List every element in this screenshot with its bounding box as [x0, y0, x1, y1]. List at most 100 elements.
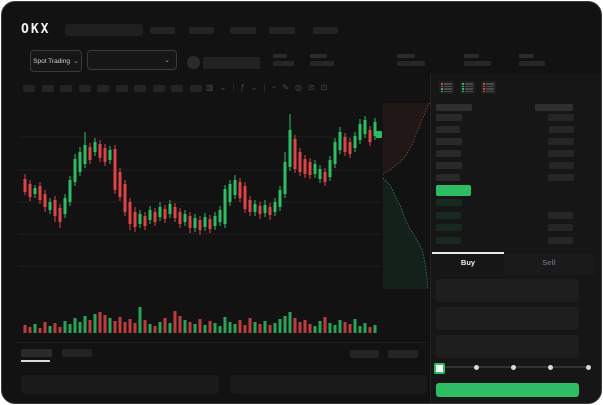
orderbook-bid-row[interactable] — [432, 210, 594, 221]
candle-body — [73, 159, 77, 182]
volume-bar — [103, 315, 107, 333]
bid-amount-placeholder — [548, 211, 573, 219]
orderbook-bids-icon[interactable] — [460, 81, 475, 94]
draw-tool-icon[interactable]: ✎ — [282, 83, 289, 92]
timeframe-button[interactable] — [97, 85, 109, 92]
tab-buy[interactable]: Buy — [460, 258, 476, 267]
fullscreen-icon[interactable]: ⊡ — [320, 83, 328, 92]
ask-price-placeholder — [436, 126, 460, 133]
candle-body — [248, 200, 252, 212]
bottom-tab[interactable] — [62, 349, 92, 357]
bid-price-placeholder — [436, 199, 462, 206]
order-price-input[interactable] — [436, 279, 579, 302]
timeframe-button[interactable] — [60, 85, 72, 92]
slider-step-dot[interactable] — [473, 364, 479, 370]
volume-bar — [278, 319, 282, 333]
candle-body — [168, 204, 172, 214]
buy-submit-button[interactable] — [436, 383, 579, 397]
volume-bar — [63, 321, 67, 333]
candle-body — [213, 216, 217, 226]
depth-chart[interactable] — [380, 98, 432, 293]
timeframe-button[interactable] — [23, 85, 35, 92]
nav-item-placeholder[interactable] — [150, 27, 175, 34]
nav-item-placeholder[interactable] — [269, 27, 295, 34]
timeframe-button[interactable] — [41, 85, 54, 92]
volume-bar — [323, 317, 327, 333]
orderbook-asks-icon[interactable] — [481, 81, 496, 94]
bottom-tab[interactable] — [21, 349, 52, 357]
timeframe-button[interactable] — [134, 85, 146, 92]
candlestick-style-icon[interactable]: ▥ — [206, 83, 214, 92]
ask-amount-placeholder — [548, 138, 574, 145]
orderbook-combined-icon[interactable] — [439, 81, 454, 94]
nav-item-placeholder[interactable] — [189, 27, 214, 34]
volume-bar — [93, 314, 97, 333]
settings-icon[interactable]: ⊙ — [307, 83, 315, 92]
volume-bar — [128, 319, 132, 333]
orderbook-ask-row[interactable] — [432, 148, 594, 159]
indicators-icon[interactable]: ƒ — [240, 83, 245, 92]
order-total-input[interactable] — [436, 335, 579, 358]
last-price-block[interactable] — [436, 185, 471, 196]
candle-body — [28, 184, 32, 197]
volume-bar — [268, 325, 272, 333]
order-amount-input[interactable] — [436, 307, 579, 330]
orderbook-bid-row[interactable] — [432, 235, 594, 246]
nav-item-placeholder[interactable] — [230, 27, 256, 34]
ask-price-placeholder — [436, 174, 460, 181]
candle-body — [63, 198, 67, 214]
ask-amount-placeholder — [548, 150, 574, 157]
candle-body — [308, 162, 312, 175]
volume-bar — [373, 325, 377, 333]
slider-handle[interactable] — [433, 363, 445, 374]
timeframe-button[interactable] — [171, 85, 183, 92]
tab-sell[interactable]: Sell — [542, 258, 556, 267]
candle-body — [203, 217, 207, 227]
volume-bar — [238, 320, 242, 333]
volume-bar — [283, 316, 287, 333]
bid-price-placeholder — [436, 224, 462, 231]
timeframe-button[interactable] — [78, 85, 91, 92]
timeframe-button[interactable] — [189, 85, 202, 92]
timeframe-button[interactable] — [115, 85, 128, 92]
bottom-action-button[interactable] — [388, 350, 418, 358]
volume-bar — [298, 322, 302, 333]
volume-bar — [83, 316, 87, 333]
candle-body — [268, 207, 272, 215]
orderbook-bid-row[interactable] — [432, 197, 594, 208]
candle-body — [48, 202, 52, 210]
orderbook-ask-row[interactable] — [432, 136, 594, 147]
slider-step-dot[interactable] — [511, 364, 516, 370]
candlestick-chart[interactable] — [16, 100, 382, 340]
pair-dropdown[interactable]: ⌄ — [87, 50, 177, 70]
screenshot-icon[interactable]: ◎ — [294, 83, 302, 92]
volume-bar — [88, 320, 92, 333]
search-input[interactable] — [65, 24, 143, 36]
candle-body — [118, 172, 122, 197]
slider-step-dot[interactable] — [548, 364, 554, 370]
nav-item-placeholder[interactable] — [313, 27, 338, 34]
stat-label-placeholder — [519, 54, 534, 58]
orderbook-ask-row[interactable] — [432, 124, 594, 135]
orderbook-ask-row[interactable] — [432, 112, 594, 123]
chevron-down-icon[interactable]: ⌄ — [219, 83, 227, 92]
candle-body — [238, 182, 242, 198]
orderbook-ask-row[interactable] — [432, 172, 594, 183]
volume-bar — [133, 323, 137, 333]
market-type-dropdown[interactable]: Spot Trading ⌄ — [30, 50, 82, 72]
chevron-down-icon[interactable]: ⌄ — [250, 83, 258, 92]
timeframe-button[interactable] — [152, 85, 165, 92]
candle-body — [358, 124, 362, 140]
orderbook-bid-row[interactable] — [432, 222, 594, 233]
volume-bar — [168, 323, 172, 333]
separator: | — [263, 83, 266, 92]
slider-step-dot[interactable] — [585, 364, 591, 370]
line-tool-icon[interactable]: ~ — [271, 83, 277, 92]
volume-bar — [273, 323, 277, 333]
candle-body — [133, 212, 137, 227]
bottom-action-button[interactable] — [350, 350, 379, 358]
volume-bar — [293, 318, 297, 333]
orderbook-ask-row[interactable] — [432, 160, 594, 171]
divider — [16, 342, 428, 343]
volume-bar — [198, 319, 202, 333]
